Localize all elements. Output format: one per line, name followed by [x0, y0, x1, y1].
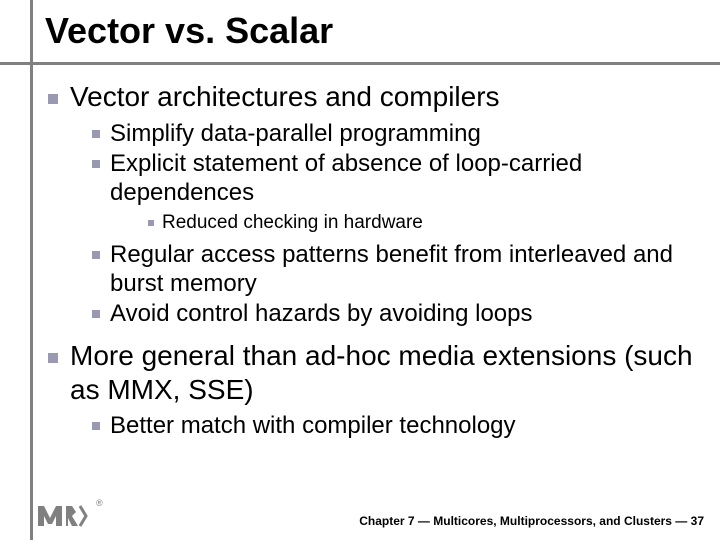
bullet-level2: Avoid control hazards by avoiding loops — [92, 300, 700, 329]
bullet-text: Reduced checking in hardware — [162, 212, 423, 235]
vertical-rule — [30, 0, 33, 540]
square-bullet-icon — [92, 310, 100, 318]
bullet-text: Explicit statement of absence of loop-ca… — [110, 150, 700, 208]
square-bullet-icon — [48, 94, 58, 104]
horizontal-rule — [0, 62, 720, 65]
bullet-level2: Better match with compiler technology — [92, 412, 700, 441]
square-bullet-icon — [92, 251, 100, 259]
bullet-text: Regular access patterns benefit from int… — [110, 241, 700, 299]
bullet-level3: Reduced checking in hardware — [148, 212, 700, 235]
content-area: Vector architectures and compilers Simpl… — [48, 80, 700, 443]
bullet-text: Simplify data-parallel programming — [110, 120, 481, 149]
bullet-level1: Vector architectures and compilers — [48, 80, 700, 114]
square-bullet-icon — [48, 353, 58, 363]
bullet-level1: More general than ad-hoc media extension… — [48, 339, 700, 406]
bullet-level2: Regular access patterns benefit from int… — [92, 241, 700, 299]
bullet-text: Vector architectures and compilers — [70, 80, 500, 114]
publisher-logo-icon — [36, 502, 92, 530]
slide-title: Vector vs. Scalar — [45, 10, 720, 52]
square-bullet-icon — [148, 220, 154, 226]
registered-icon: ® — [96, 498, 103, 508]
bullet-text: More general than ad-hoc media extension… — [70, 339, 700, 406]
square-bullet-icon — [92, 160, 100, 168]
bullet-text: Better match with compiler technology — [110, 412, 516, 441]
bullet-level2: Explicit statement of absence of loop-ca… — [92, 150, 700, 208]
square-bullet-icon — [92, 130, 100, 138]
footer-text: Chapter 7 — Multicores, Multiprocessors,… — [359, 514, 704, 528]
bullet-text: Avoid control hazards by avoiding loops — [110, 300, 532, 329]
square-bullet-icon — [92, 422, 100, 430]
bullet-level2: Simplify data-parallel programming — [92, 120, 700, 149]
